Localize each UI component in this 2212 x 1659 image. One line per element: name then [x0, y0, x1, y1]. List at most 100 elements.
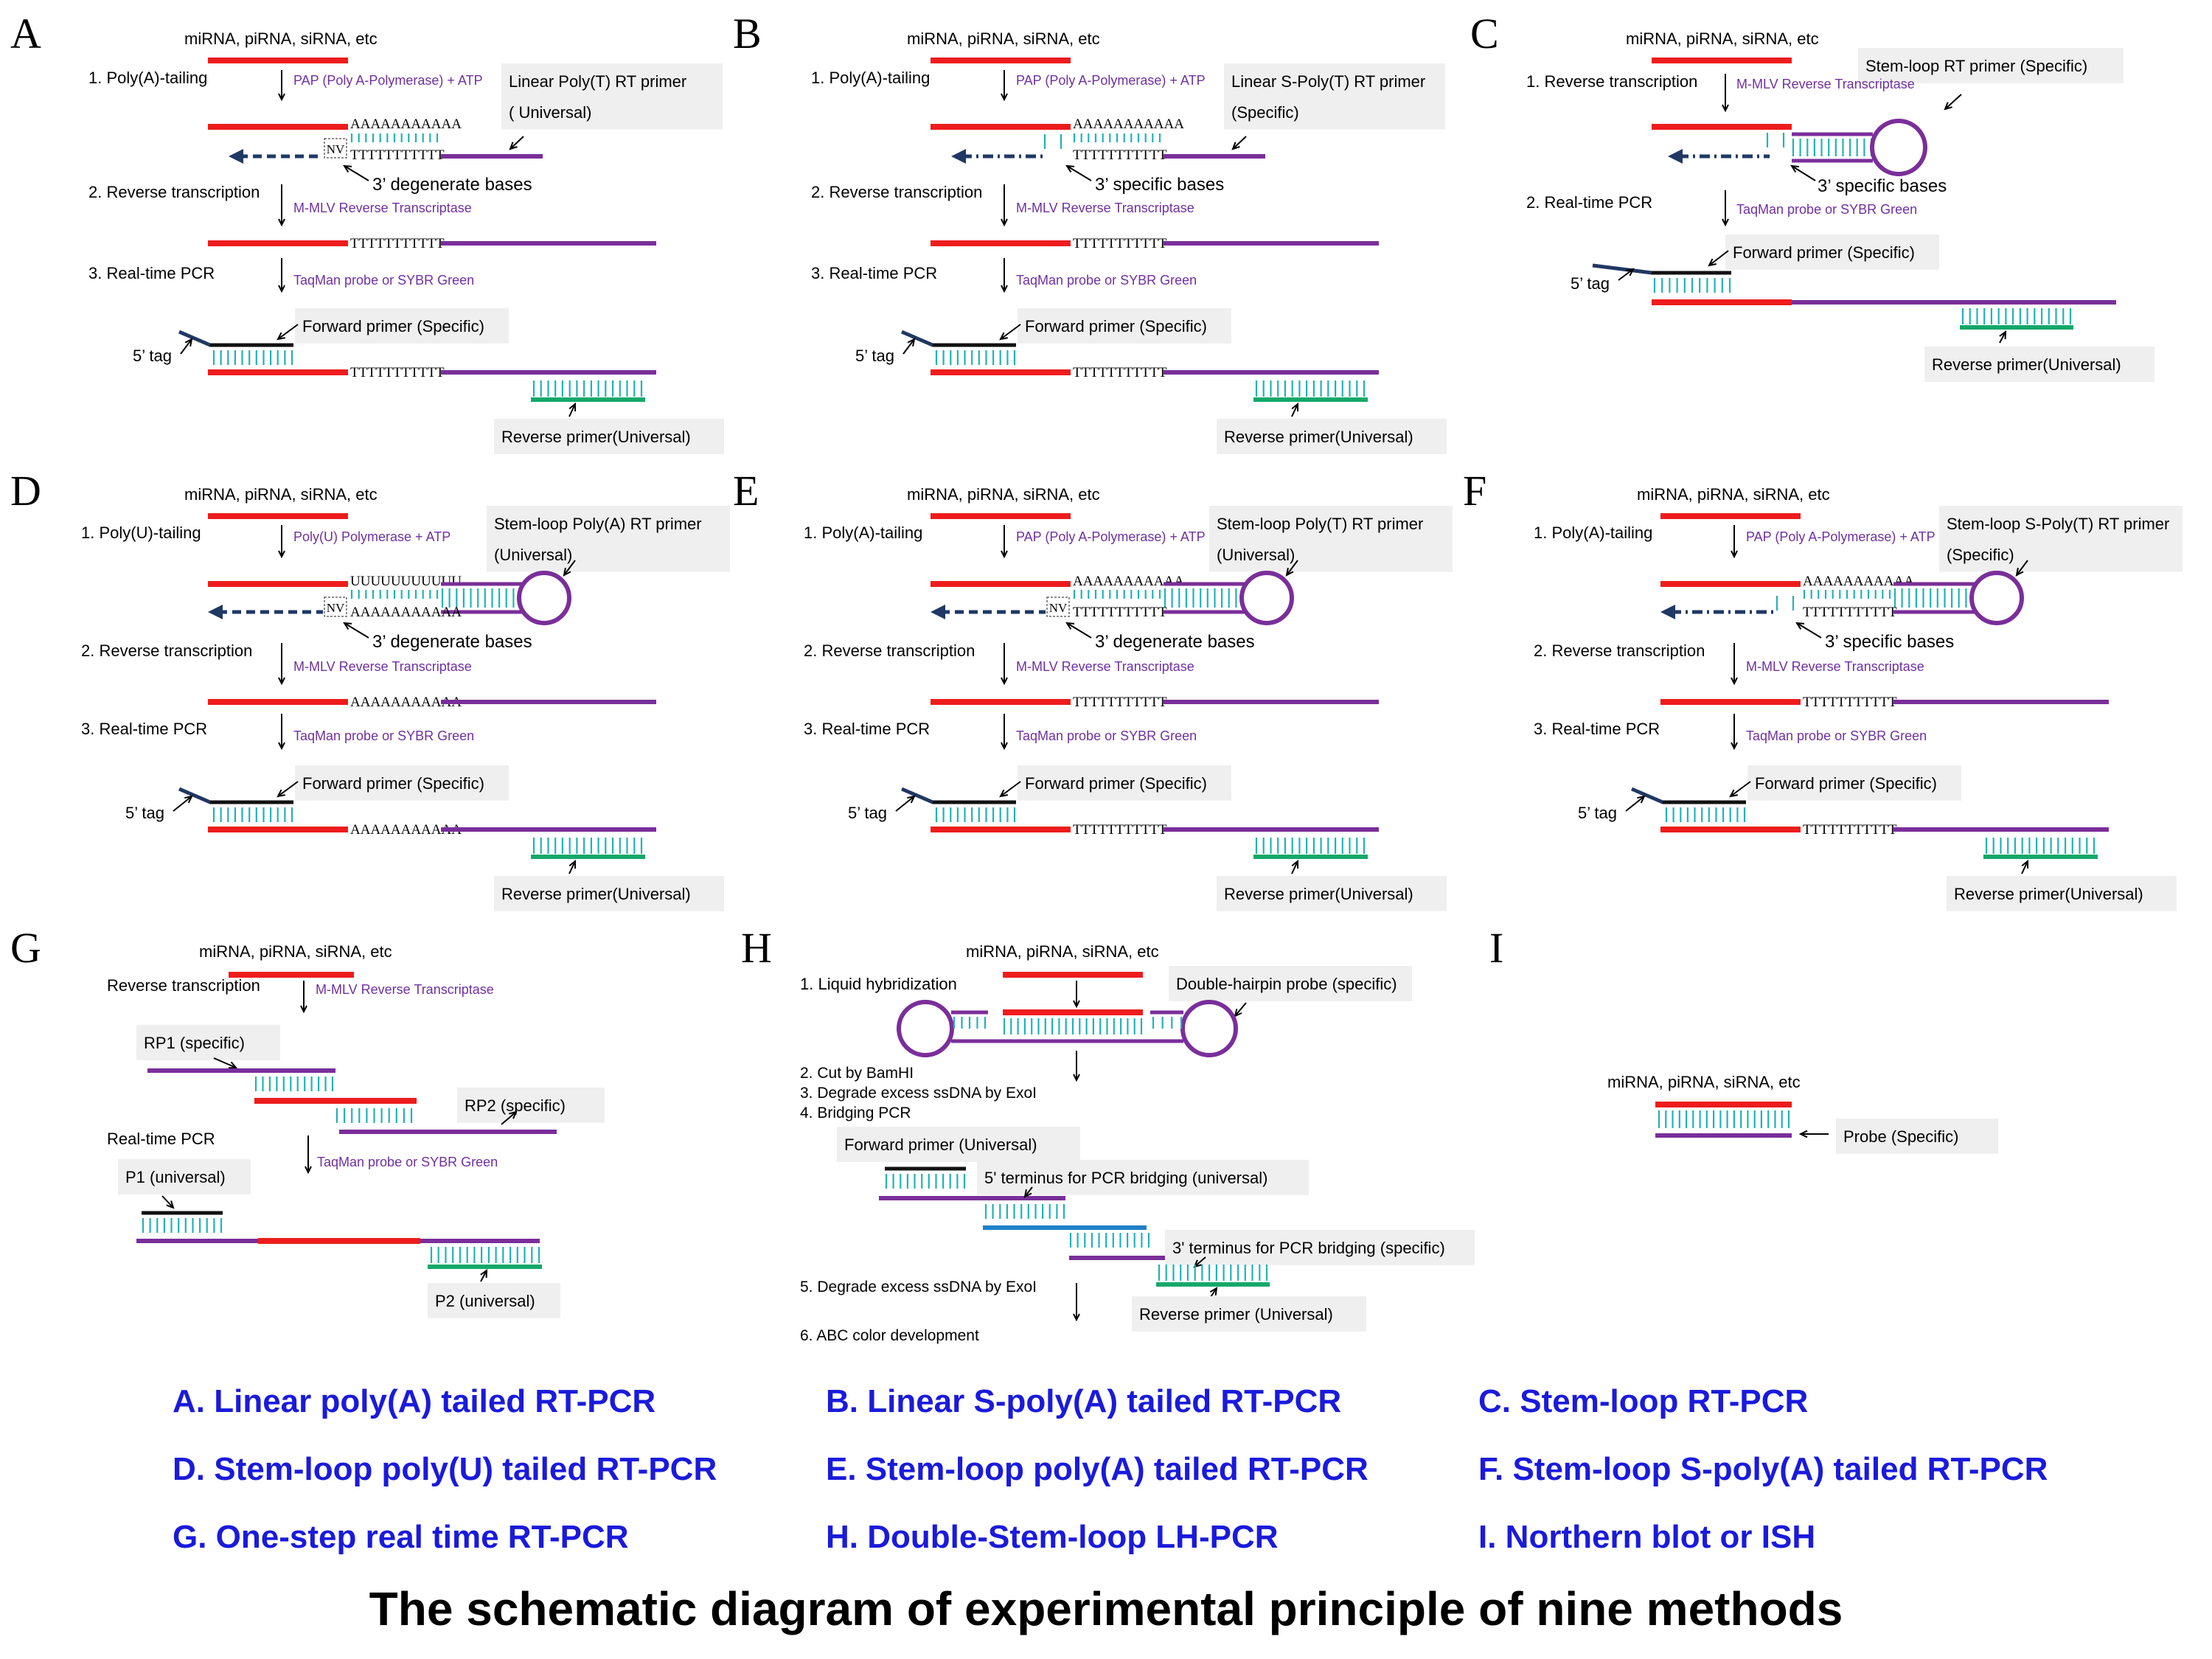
panel-d-fwd-pointer: [277, 781, 299, 797]
panel-i-pairs: [1658, 1110, 1790, 1128]
panel-e-arrow3-head: [1001, 742, 1008, 751]
panel-e-enzyme2: M-MLV Reverse Transcriptase: [1016, 659, 1194, 674]
panel-f-tag-label: 5’ tag: [1578, 804, 1617, 822]
legend-item-g: G. One-step real time RT-PCR: [173, 1519, 629, 1555]
panel-e-stem-pairs: [1164, 588, 1245, 608]
panel-h-hyb-pairs: [1003, 1018, 1143, 1034]
panel-b-fwd-label: Forward primer (Specific): [1025, 317, 1207, 335]
panel-a-rev-label: Reverse primer(Universal): [501, 428, 691, 446]
panel-a-pcr-polyT: TTTTTTTTTTT: [350, 365, 445, 380]
panel-g-p1-pointer: [161, 1195, 174, 1208]
panel-a-rna-label: miRNA, piRNA, siRNA, etc: [184, 29, 378, 48]
panel-d-primer-label-sub: (Universal): [494, 546, 572, 564]
panel-h-left-pairs: [953, 1017, 987, 1029]
panel-c-rev-pointer-head: [1999, 330, 2007, 340]
panel-e-fwd-pointer-head: [999, 789, 1008, 798]
panel-f-tag-pointer-head: [1637, 795, 1646, 804]
panel-b-step1: 1. Poly(A)-tailing: [811, 69, 930, 87]
panel-e-bases-pointer: [1066, 622, 1092, 639]
panel-g-p1-label: P1 (universal): [125, 1168, 226, 1186]
panel-h-rev-pairs: [1158, 1265, 1268, 1281]
panel-f-primer-pointer: [2016, 560, 2028, 576]
panel-f-rt-extension-head: [1660, 605, 1675, 619]
panel-e-rna-label: miRNA, piRNA, siRNA, etc: [907, 485, 1100, 504]
panel-d-tag-pointer: [173, 796, 192, 812]
panel-g-rp2-pointer-head: [509, 1110, 518, 1119]
panel-d-arrow1-head: [278, 550, 285, 559]
panel-d-step1: 1. Poly(U)-tailing: [81, 524, 201, 542]
panel-d-tag-label: 5’ tag: [125, 804, 164, 822]
panel-c-step1: 1. Reverse transcription: [1526, 72, 1697, 91]
panel-f-arrow3-head: [1731, 742, 1738, 751]
panel-h-step4: 4. Bridging PCR: [800, 1105, 911, 1121]
panel-b-rna-label: miRNA, piRNA, siRNA, etc: [907, 29, 1100, 48]
panel-a-nv: NV: [327, 142, 345, 156]
panel-b-cdna-polyT: TTTTTTTTTTT: [1073, 236, 1167, 251]
panel-d-nv-box: [324, 597, 347, 617]
panel-f-rev-label: Reverse primer(Universal): [1954, 885, 2143, 903]
panel-d-step3: 3. Real-time PCR: [81, 720, 207, 738]
panel-b-step2: 2. Reverse transcription: [811, 183, 982, 201]
panel-d-bases-label: 3’ degenerate bases: [372, 632, 532, 652]
panel-g-rp1-pairs: [254, 1077, 334, 1091]
panel-e-tail-seq: AAAAAAAAAAA: [1073, 574, 1184, 589]
panel-a-primer-label: Linear Poly(T) RT primer: [509, 72, 686, 91]
panel-e-rev-pairs: [1255, 838, 1366, 854]
legend-item-h: H. Double-Stem-loop LH-PCR: [826, 1519, 1279, 1555]
panel-d-primer-label-box: [487, 506, 730, 572]
panel-g-enzyme1: M-MLV Reverse Transcriptase: [316, 982, 494, 997]
panel-i-probe-label-box: [1836, 1119, 1998, 1154]
legend-item-i: I. Northern blot or ISH: [1478, 1519, 1816, 1555]
panel-a-polyT-seq: TTTTTTTTTTT: [350, 147, 445, 163]
panel-a-bases-pointer: [344, 165, 369, 181]
panel-f-cdna-seq: TTTTTTTTTTT: [1803, 695, 1897, 710]
panel-c-bases-label: 3’ specific bases: [1818, 176, 1947, 196]
panel-b-tag-pointer: [902, 338, 915, 355]
panel-b-rev-label-box: [1217, 419, 1447, 454]
panel-e-fwd-label: Forward primer (Specific): [1025, 774, 1207, 793]
panel-e-primer-seq: TTTTTTTTTTT: [1073, 605, 1167, 620]
panel-f-primer-seq: TTTTTTTTTTT: [1803, 605, 1897, 620]
panel-d-primer-pointer: [563, 560, 576, 576]
panel-a-step3: 3. Real-time PCR: [88, 264, 215, 282]
panel-a-rev-pointer-head: [568, 402, 577, 412]
panel-c-bases-pointer: [1791, 165, 1816, 181]
panel-b-pcr-polyT: TTTTTTTTTTT: [1073, 365, 1167, 380]
panel-e-cdna-seq: TTTTTTTTTTT: [1073, 695, 1167, 710]
panel-h-probe-pointer: [1234, 1002, 1247, 1017]
panel-d-loop: [517, 571, 571, 625]
panel-c-letter: C: [1470, 10, 1499, 58]
panel-d-enzyme2: M-MLV Reverse Transcriptase: [293, 659, 472, 674]
panel-c-rt-extension-head: [1668, 149, 1683, 164]
panel-e-fwd-tag: [901, 787, 1016, 804]
panel-a-tag-pointer-head: [184, 338, 193, 347]
panel-a-rev-pointer: [568, 403, 576, 417]
panel-h-step5: 5. Degrade excess ssDNA by ExoI: [800, 1279, 1037, 1295]
panel-c-rev-label: Reverse primer(Universal): [1932, 355, 2121, 374]
panel-d-rt-extension-head: [208, 605, 223, 619]
panel-a-fwd-tag: [178, 330, 293, 347]
panel-d-rev-pointer-head: [568, 859, 577, 869]
panel-c-fwd-label: Forward primer (Specific): [1733, 243, 1915, 262]
panel-f-rev-pointer-head: [2021, 859, 2029, 869]
panel-d-step2: 2. Reverse transcription: [81, 641, 252, 660]
panel-d-rev-label-box: [494, 876, 724, 911]
panel-f-step1: 1. Poly(A)-tailing: [1534, 524, 1652, 542]
legend-item-f: F. Stem-loop S-poly(A) tailed RT-PCR: [1478, 1451, 2048, 1487]
panel-f-enzyme2: M-MLV Reverse Transcriptase: [1746, 659, 1924, 674]
panel-h-arrow3-head: [1073, 1313, 1080, 1322]
panel-h-step1: 1. Liquid hybridization: [800, 975, 957, 993]
panel-b-polyA-seq: AAAAAAAAAAA: [1073, 116, 1184, 132]
panel-d-tag-pointer-head: [184, 795, 193, 804]
panel-g-rp2-label-box: [457, 1088, 605, 1123]
panel-b-specific-bases: [1043, 134, 1062, 149]
panel-d-enzyme3: TaqMan probe or SYBR Green: [293, 728, 474, 743]
panel-e-bases-pointer-head: [1065, 622, 1075, 630]
panel-a-letter: A: [10, 10, 41, 58]
panel-b-bases-pointer-head: [1065, 164, 1075, 173]
panel-b-enzyme3: TaqMan probe or SYBR Green: [1016, 273, 1197, 288]
panel-a-step1: 1. Poly(A)-tailing: [88, 69, 207, 87]
panel-b-primer-pointer: [1232, 136, 1247, 150]
panel-a-enzyme3: TaqMan probe or SYBR Green: [293, 273, 474, 288]
panel-b-rt-extension-head: [951, 149, 966, 164]
